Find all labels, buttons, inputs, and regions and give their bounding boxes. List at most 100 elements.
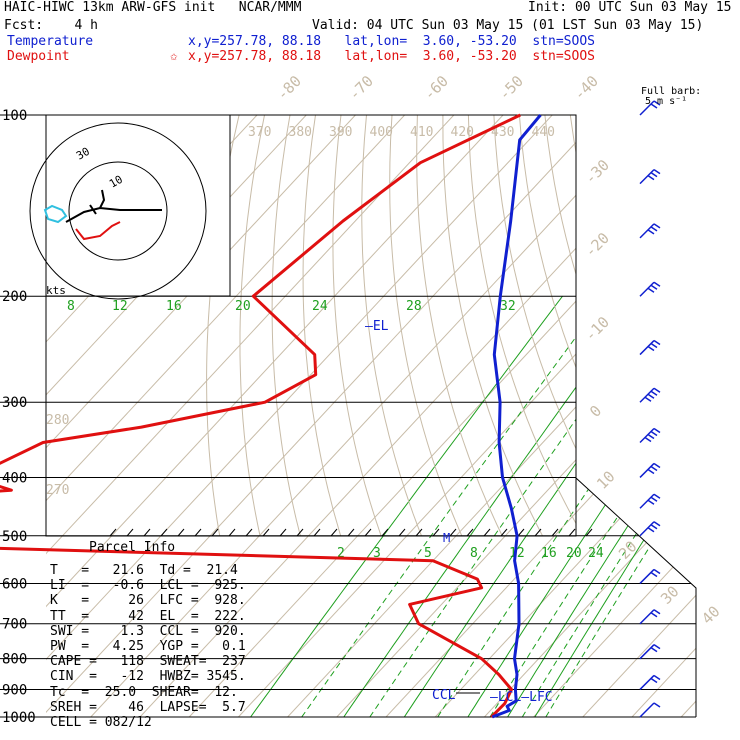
- isotherm-line: [46, 115, 455, 717]
- freezing-hash-mark: [551, 528, 559, 537]
- el-marker: —EL: [365, 319, 389, 334]
- wind-barb-staff: [639, 568, 655, 584]
- barb-legend-title: Full barb:: [641, 86, 702, 97]
- pressure-tick-label: 500: [2, 529, 27, 545]
- wind-barb-flag: [653, 644, 661, 650]
- wind-barb: [639, 462, 661, 478]
- freezing-hash-mark: [568, 528, 576, 537]
- wind-barb-flag: [650, 103, 658, 109]
- mixing-ratio-label: 24: [312, 299, 328, 314]
- theta-label: 270: [46, 483, 69, 498]
- freezing-hash-mark: [279, 528, 287, 537]
- dewpoint-legend-label: Dewpoint: [7, 49, 70, 64]
- wind-barb-flag: [650, 465, 658, 472]
- mixing-ratio-label: 16: [541, 546, 557, 561]
- wind-barb-staff: [639, 281, 655, 297]
- mixing-ratio-label: 5: [424, 546, 432, 561]
- wind-barb-flag: [653, 223, 661, 229]
- isotherm-label: 0: [586, 402, 605, 421]
- lower-frame: [575, 477, 697, 717]
- wind-barb-flag: [650, 284, 658, 290]
- barb-legend-units: 5 m s⁻¹: [645, 96, 688, 107]
- wind-barb: [639, 609, 661, 625]
- wind-barb-flag: [653, 427, 661, 434]
- wind-barb: [639, 674, 661, 690]
- wind-barb-flag: [650, 430, 658, 437]
- isotherm-label: 10: [593, 467, 619, 493]
- dry-adiabat: [621, 115, 740, 717]
- freezing-hash-mark: [585, 528, 593, 537]
- wind-barb-flag: [650, 226, 658, 232]
- hodograph-trace-upper: [65, 189, 162, 223]
- mixing-ratio-line: [369, 295, 665, 717]
- mixing-ratio-label: 28: [406, 299, 422, 314]
- parcel-info-row: SREH = 46 LAPSE= 5.7: [50, 699, 246, 715]
- wind-barb-flag: [650, 390, 658, 396]
- mixing-ratio-label: 20: [566, 546, 582, 561]
- dry-adiabat: [723, 115, 740, 717]
- isotherm-line: [484, 115, 696, 717]
- dewpoint-line: [0, 113, 521, 719]
- theta-label: 400: [370, 125, 393, 140]
- pressure-tick-label: 800: [2, 652, 27, 668]
- wind-barb-flag: [647, 468, 655, 475]
- wind-barb-flag: [647, 174, 655, 181]
- wind-barb-staff: [639, 387, 655, 403]
- wind-barb-flag: [653, 339, 661, 346]
- theta-label: 370: [248, 125, 271, 140]
- freezing-hash-mark: [194, 528, 202, 537]
- dry-adiabat: [698, 115, 740, 717]
- isotherm-label: -80: [273, 72, 305, 104]
- freezing-hash-mark: [330, 528, 338, 537]
- mixing-ratio-label: 24: [588, 546, 604, 561]
- wind-barb-flag: [650, 524, 658, 530]
- hodograph-ring-inner: [68, 161, 168, 261]
- freezing-hash-mark: [398, 528, 406, 537]
- lcl-lfc-marker: —LCL—LFC: [490, 690, 553, 705]
- freezing-hash-mark: [109, 528, 117, 537]
- isotherm-line: [631, 115, 696, 717]
- mixing-ratio-label: 20: [235, 299, 251, 314]
- theta-label: 390: [329, 125, 352, 140]
- hodograph-trace-mid: [75, 221, 121, 241]
- wind-barb-flag: [650, 496, 658, 502]
- wind-barb-flag: [647, 393, 655, 399]
- mixing-ratio-line: [437, 295, 696, 717]
- dry-adiabat: [442, 115, 544, 536]
- wind-barb: [639, 427, 661, 444]
- wind-barb-staff: [639, 462, 655, 478]
- pressure-tick-label: 200: [2, 289, 27, 305]
- mixing-ratio-line: [343, 295, 643, 717]
- isotherm-line: [46, 115, 504, 717]
- wind-barb-flag: [653, 609, 661, 615]
- isotherm-line: [434, 115, 696, 717]
- freezing-hash-mark: [432, 528, 440, 537]
- mixing-ratio-label: 2: [337, 546, 345, 561]
- header-init: Init: 00 UTC Sun 03 May 15: [528, 0, 732, 15]
- pressure-tick-label: 700: [2, 617, 27, 633]
- hodograph-trace-low: [43, 204, 68, 224]
- dry-adiabat: [493, 115, 576, 450]
- wind-barb-flag: [653, 168, 661, 175]
- isotherm-line: [336, 115, 696, 717]
- dry-adiabat: [672, 115, 740, 717]
- wind-barb-flag: [653, 674, 661, 681]
- freezing-hash-mark: [534, 528, 542, 537]
- parcel-info-title: Parcel Info: [89, 540, 176, 555]
- isotherm-label: 30: [657, 582, 683, 608]
- mixing-ratio-label: 16: [166, 299, 182, 314]
- isotherm-line: [533, 115, 696, 717]
- dry-adiabat: [239, 115, 265, 536]
- isotherm-line: [287, 115, 696, 717]
- dry-adiabat: [302, 115, 342, 536]
- header-title: HAIC-HIWC 13km ARW-GFS init NCAR/MMM: [4, 0, 302, 15]
- pressure-tick-label: 1000: [2, 710, 36, 726]
- m-marker: M: [443, 531, 450, 545]
- wind-barb-flag: [647, 229, 655, 235]
- mixing-ratio-label: 8: [470, 546, 478, 561]
- wind-barb-flag: [653, 462, 661, 469]
- wind-barb-flag: [644, 396, 652, 402]
- theta-label: 380: [289, 125, 312, 140]
- mixing-ratio-label: 32: [500, 299, 516, 314]
